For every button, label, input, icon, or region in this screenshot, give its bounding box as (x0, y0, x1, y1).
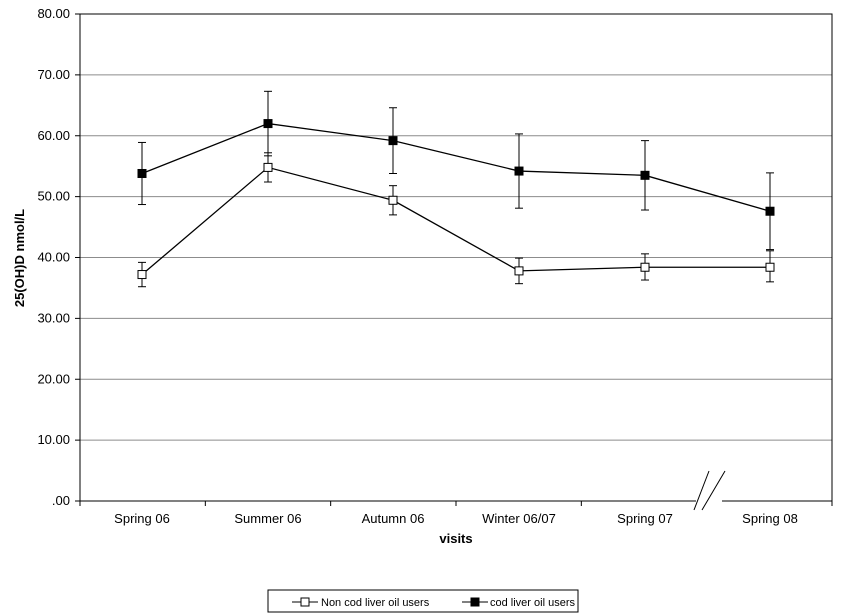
y-tick-label: 10.00 (37, 432, 70, 447)
x-axis-title: visits (439, 531, 472, 546)
x-tick-label: Autumn 06 (362, 511, 425, 526)
x-tick-label: Spring 08 (742, 511, 798, 526)
data-point (514, 166, 524, 176)
gridlines (80, 74, 832, 441)
x-tick-label: Spring 06 (114, 511, 170, 526)
series-cod-liver-oil-users (137, 90, 775, 251)
data-point (765, 262, 775, 272)
data-point (263, 162, 273, 172)
y-tick-label: 30.00 (37, 310, 70, 325)
legend-box (267, 589, 579, 613)
y-tick-label: 40.00 (37, 250, 70, 265)
legend-label-cod: cod liver oil users (490, 597, 575, 609)
legend: Non cod liver oil users cod liver oil us… (267, 589, 579, 613)
legend-marker-open-square (300, 597, 310, 607)
y-tick-label: 70.00 (37, 67, 70, 82)
legend-marker-filled-square (470, 597, 480, 607)
y-tick-label: 20.00 (37, 371, 70, 386)
data-point (137, 168, 147, 178)
data-point (640, 262, 650, 272)
data-point (765, 206, 775, 216)
data-point (263, 119, 273, 129)
data-point (388, 195, 398, 205)
axis-break-mark (693, 470, 726, 511)
x-tick-label: Summer 06 (234, 511, 301, 526)
x-tick-label: Spring 07 (617, 511, 673, 526)
data-point (514, 266, 524, 276)
x-tick-label: Winter 06/07 (482, 511, 556, 526)
y-axis-title: 25(OH)D nmol/L (12, 209, 27, 307)
legend-label-non-cod: Non cod liver oil users (321, 597, 430, 609)
y-tick-label: .00 (52, 493, 70, 508)
series-line (141, 166, 770, 276)
y-axis-ticks: .00 10.00 20.00 30.00 40.00 50.00 60.00 70.00 80… (37, 6, 80, 508)
y-tick-label: 50.00 (37, 189, 70, 204)
data-point (388, 136, 398, 146)
y-tick-label: 80.00 (37, 6, 70, 21)
y-tick-label: 60.00 (37, 128, 70, 143)
series-layer (137, 90, 775, 288)
series-non-cod-liver-oil-users (137, 152, 775, 288)
data-point (137, 270, 147, 280)
data-point (640, 170, 650, 180)
series-line (141, 122, 771, 212)
